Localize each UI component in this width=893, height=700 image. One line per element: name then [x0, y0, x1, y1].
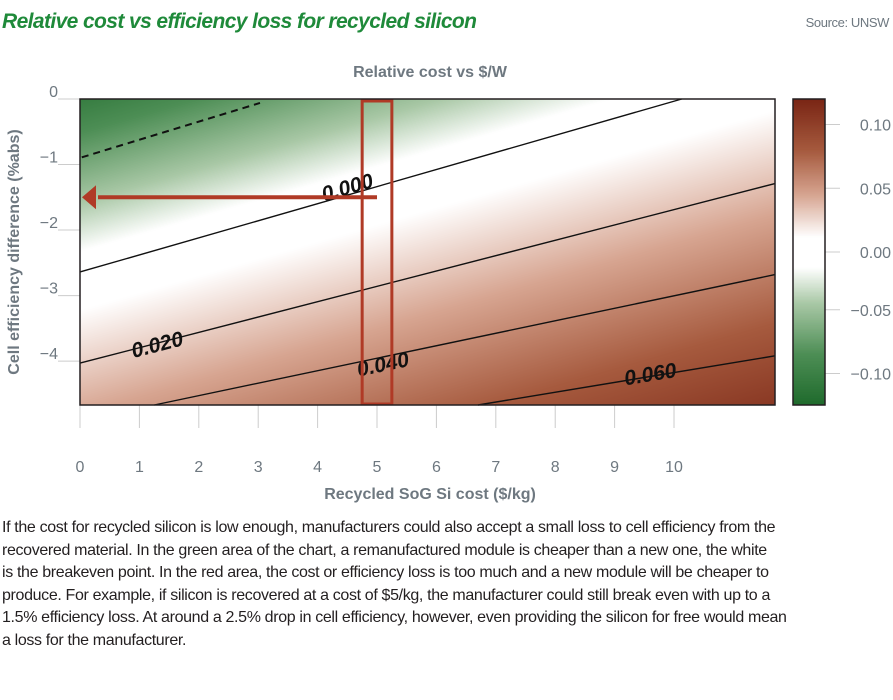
figure-title: Relative cost vs efficiency loss for rec… — [2, 10, 477, 33]
caption-line: 1.5% efficiency loss. At around a 2.5% d… — [2, 609, 787, 627]
source-credit: Source: UNSW — [805, 15, 890, 30]
x-axis-label: Recycled SoG Si cost ($/kg) — [324, 486, 536, 503]
contour-line — [154, 273, 776, 406]
y-tick-label: −4 — [40, 346, 58, 363]
x-tick-label: 10 — [665, 459, 683, 476]
x-tick-label: 2 — [194, 459, 203, 476]
x-tick-label: 1 — [135, 459, 144, 476]
contour-label: 0.060 — [623, 359, 679, 390]
chart-title: Relative cost vs $/W — [353, 64, 508, 81]
contour-line — [79, 98, 682, 273]
x-tick-label: 6 — [432, 459, 441, 476]
arrow-head-icon — [82, 185, 96, 210]
x-tick-label: 4 — [313, 459, 322, 476]
caption-line: a loss for the manufacturer. — [2, 631, 187, 649]
highlight-column — [360, 99, 394, 406]
contour-line — [79, 182, 776, 364]
chart: Relative cost vs $/W Cell efficiency dif… — [6, 64, 892, 503]
x-tick-label: 9 — [610, 459, 619, 476]
x-tick-label: 8 — [551, 459, 560, 476]
colorbar-gradient — [793, 99, 825, 405]
colorbar-tick-label: −0.10 — [851, 367, 892, 384]
heatmap-field — [80, 99, 775, 405]
contour-label: 0.020 — [129, 327, 186, 362]
contour-label: 0.000 — [319, 170, 376, 207]
colorbar-tick-label: −0.05 — [851, 303, 892, 320]
y-tick-label: 0 — [49, 84, 58, 101]
y-tick-label: −2 — [40, 215, 58, 232]
plot-frame — [79, 98, 776, 406]
colorbar-tick-label: 0.05 — [860, 181, 891, 198]
colorbar-frame — [792, 98, 826, 406]
caption-line: recovered material. In the green area of… — [2, 541, 767, 559]
x-tick-label: 5 — [373, 459, 382, 476]
x-tick-label: 3 — [254, 459, 263, 476]
caption: If the cost for recycled silicon is low … — [2, 517, 892, 653]
contour-line — [477, 355, 776, 406]
caption-line: If the cost for recycled silicon is low … — [2, 519, 776, 536]
colorbar-tick-label: 0.00 — [860, 245, 891, 262]
colorbar-tick-label: 0.10 — [860, 118, 891, 135]
y-axis-label: Cell efficiency difference (%abs) — [6, 129, 23, 374]
y-tick-label: −3 — [40, 281, 58, 298]
caption-line: produce. For example, if silicon is reco… — [2, 586, 770, 604]
y-tick-label: −1 — [40, 150, 58, 167]
caption-line: is the breakeven point. In the red area,… — [2, 564, 769, 582]
x-tick-label: 7 — [491, 459, 500, 476]
x-tick-label: 0 — [76, 459, 85, 476]
contour-line — [81, 101, 261, 159]
